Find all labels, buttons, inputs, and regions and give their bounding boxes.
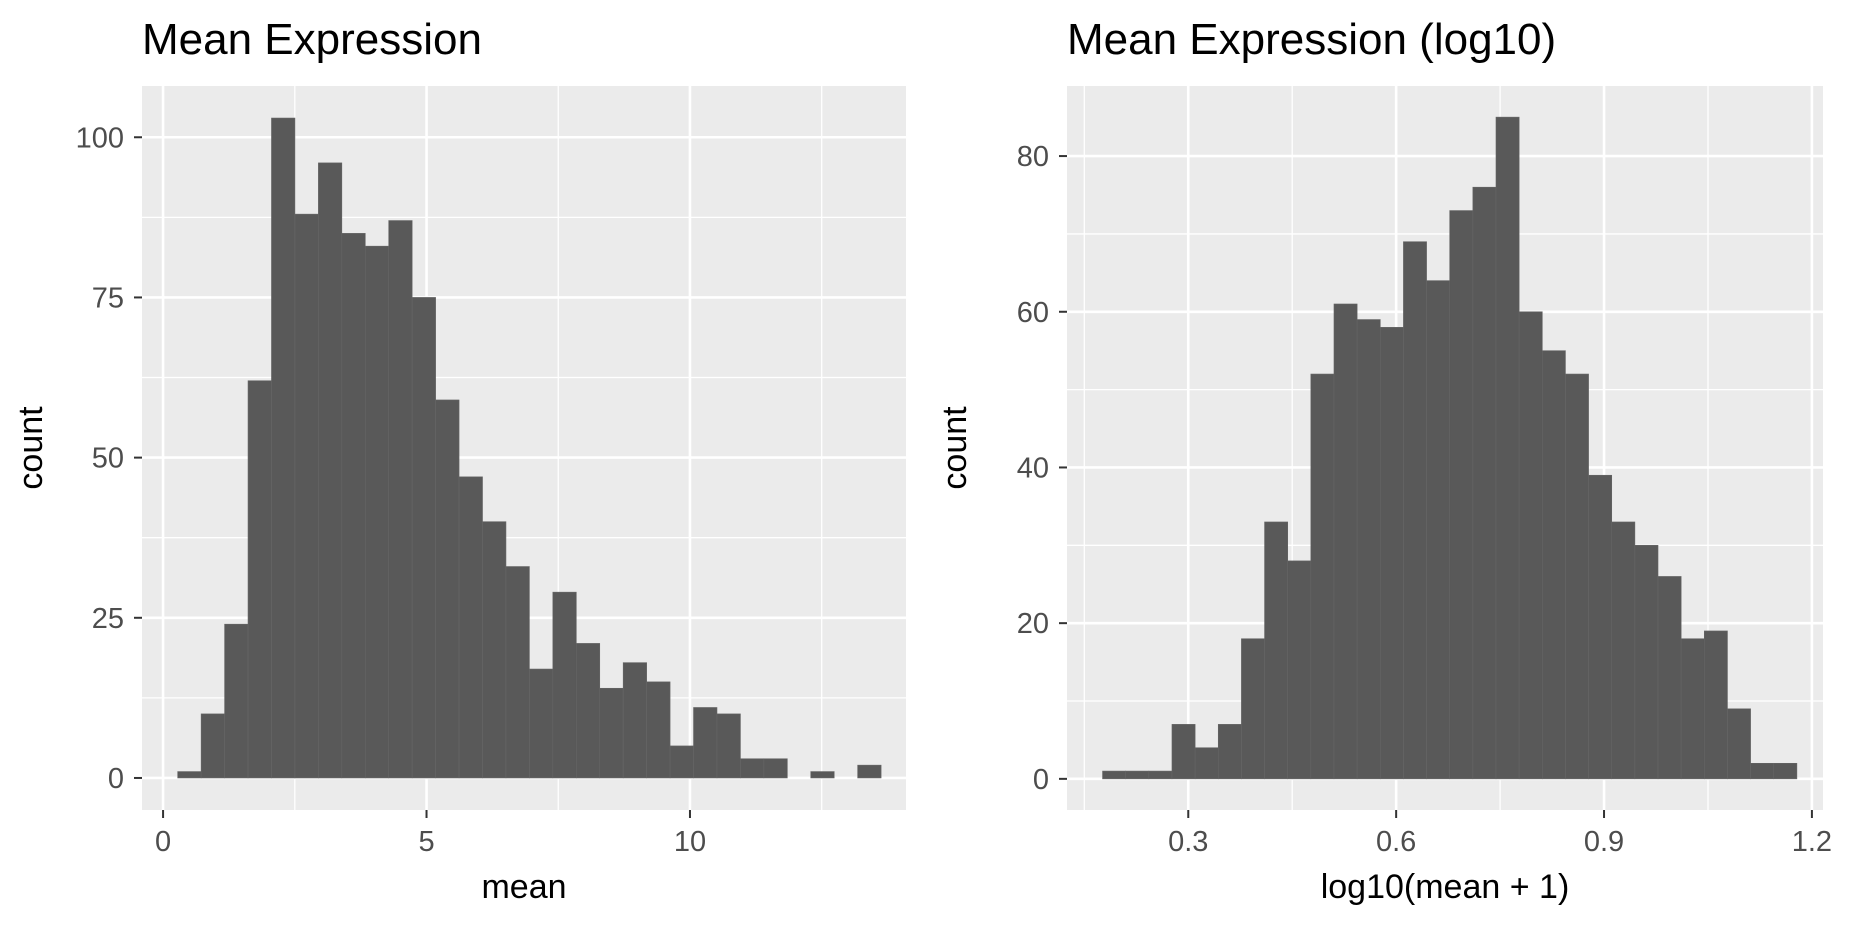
histogram-bars	[177, 117, 882, 779]
histogram-bar	[1541, 350, 1566, 780]
histogram-bar	[224, 623, 249, 779]
x-tick-label: 1.2	[1792, 826, 1832, 858]
histogram-bar	[1495, 116, 1520, 780]
histogram-bar	[247, 380, 272, 779]
histogram-bar	[411, 297, 436, 779]
histogram-bar	[1310, 373, 1335, 780]
histogram-bar	[646, 681, 671, 779]
histogram-bar	[388, 220, 413, 779]
histogram-bar	[505, 566, 530, 779]
x-tick-label: 5	[418, 826, 434, 858]
x-axis: 0 5 10	[155, 810, 706, 858]
histogram-bar	[1241, 638, 1265, 780]
histogram-bar	[1148, 770, 1173, 780]
histogram-bar	[1287, 560, 1312, 780]
histogram-bar	[599, 687, 624, 779]
histogram-bar	[1518, 311, 1543, 780]
histogram-bar	[1565, 373, 1589, 780]
histogram-bar	[1356, 319, 1381, 780]
y-tick-label: 100	[76, 122, 124, 154]
histogram-bar	[294, 213, 319, 779]
x-axis-title: log10(mean + 1)	[1321, 868, 1570, 906]
x-tick-label: 10	[674, 826, 706, 858]
histogram-bar	[1333, 303, 1358, 780]
y-tick-label: 80	[1017, 141, 1049, 173]
x-axis: 0.3 0.6 0.9 1.2	[1168, 810, 1832, 858]
chart-title: Mean Expression (log10)	[1067, 15, 1556, 64]
histogram-bar	[458, 476, 483, 779]
y-tick-label: 25	[92, 603, 124, 635]
y-axis: 0 20 40 60 80	[1017, 141, 1067, 796]
histogram-bar	[1379, 327, 1404, 780]
histogram-bar	[1125, 770, 1150, 780]
histogram-bar	[1426, 280, 1451, 780]
histogram-bar	[1102, 770, 1126, 780]
histogram-bar	[1727, 708, 1751, 780]
y-tick-label: 0	[108, 763, 124, 795]
histogram-bar	[1611, 521, 1636, 780]
histogram-bar	[1194, 747, 1219, 780]
y-tick-label: 60	[1017, 297, 1049, 329]
histogram-bar	[1634, 545, 1659, 780]
histogram-bar	[669, 745, 694, 779]
histogram-bar	[1171, 724, 1196, 780]
histogram-bar	[341, 233, 366, 779]
histogram-bar	[763, 758, 788, 779]
y-tick-label: 75	[92, 282, 124, 314]
histogram-bar	[810, 771, 835, 779]
histogram-bar	[622, 662, 647, 779]
y-axis: 0 25 50 75 100	[76, 122, 142, 795]
histogram-bar	[1449, 210, 1474, 780]
x-tick-label: 0.9	[1584, 826, 1624, 858]
histogram-bar	[716, 713, 741, 779]
histogram-bar	[1403, 241, 1427, 780]
histogram-bar	[1773, 762, 1798, 780]
chart-panel-2: 0.3 0.6 0.9 1.2 0 20 40 60 80 Mean Expression (lo…	[936, 15, 1832, 906]
histogram-bar	[1588, 474, 1613, 780]
histogram-bar	[200, 713, 225, 779]
histogram-bar	[271, 117, 296, 779]
histogram-bar	[552, 591, 577, 779]
histogram-bar	[1680, 638, 1705, 780]
x-tick-label: 0.6	[1376, 826, 1416, 858]
histogram-bar	[1657, 576, 1682, 780]
histogram-bar	[435, 399, 460, 779]
y-tick-label: 0	[1033, 764, 1049, 796]
x-tick-label: 0	[155, 826, 171, 858]
histogram-bar	[575, 643, 601, 779]
histogram-bar	[1750, 762, 1775, 780]
y-axis-title: count	[936, 406, 974, 490]
histogram-bar	[529, 668, 554, 779]
histogram-bar	[482, 521, 507, 779]
x-tick-label: 0.3	[1168, 826, 1208, 858]
histogram-bars	[1102, 116, 1798, 780]
histogram-bar	[318, 162, 343, 779]
histogram-bar	[740, 758, 765, 779]
histogram-bar	[177, 771, 202, 779]
histogram-bar	[1264, 521, 1289, 780]
y-tick-label: 20	[1017, 608, 1049, 640]
chart-title: Mean Expression	[142, 15, 482, 64]
y-axis-title: count	[12, 406, 50, 490]
y-tick-label: 50	[92, 443, 124, 475]
histogram-bar	[1472, 186, 1497, 780]
histogram-bar	[1703, 630, 1728, 780]
y-tick-label: 40	[1017, 452, 1049, 484]
histogram-bar	[693, 707, 718, 779]
histogram-bar	[857, 764, 882, 779]
histogram-bar	[364, 245, 390, 779]
x-axis-title: mean	[481, 868, 566, 906]
histogram-bar	[1217, 724, 1242, 780]
